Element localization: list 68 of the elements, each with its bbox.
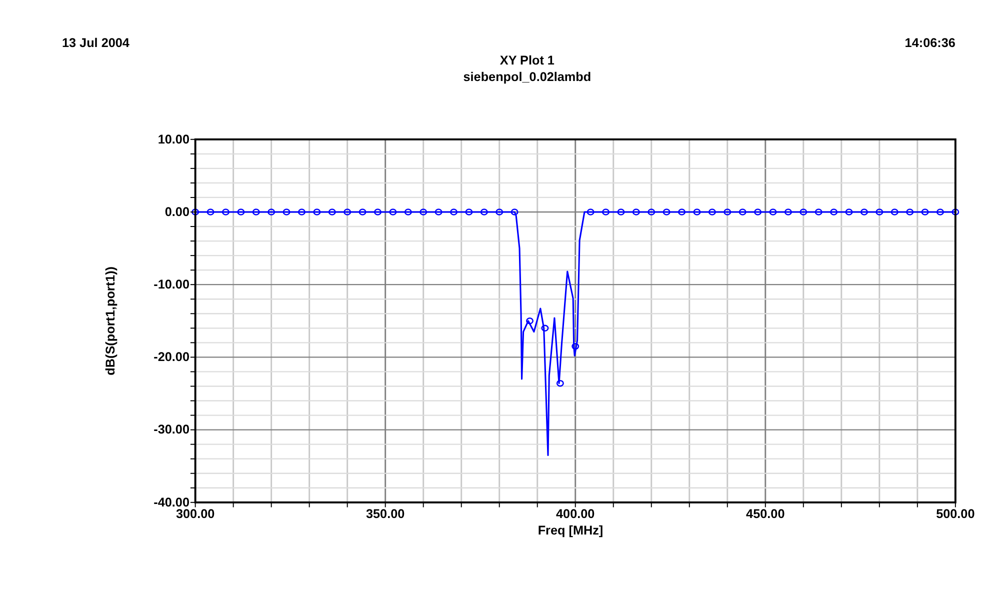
point <box>434 208 442 216</box>
chart-title: XY Plot 1 <box>500 53 554 68</box>
point <box>906 208 914 216</box>
point <box>420 208 428 216</box>
point <box>708 208 716 216</box>
point <box>876 208 884 216</box>
point <box>602 208 610 216</box>
point <box>222 208 230 216</box>
point <box>784 208 792 216</box>
point <box>192 208 200 216</box>
point <box>358 208 366 216</box>
point <box>374 208 382 216</box>
point <box>724 208 732 216</box>
point <box>890 208 898 216</box>
point <box>268 208 276 216</box>
point <box>754 208 762 216</box>
point <box>830 208 838 216</box>
y-tick-label: -30.00 <box>154 422 190 437</box>
point <box>648 208 656 216</box>
x-tick-label: 300.00 <box>176 506 215 521</box>
y-tick-label: -20.00 <box>154 350 190 364</box>
y-tick-label: 0.00 <box>164 204 190 219</box>
point <box>800 208 808 216</box>
point <box>313 208 321 216</box>
point <box>556 380 564 387</box>
point <box>936 208 944 216</box>
y-tick-label: -40.00 <box>154 495 190 510</box>
point <box>572 342 580 350</box>
point <box>404 208 412 216</box>
y-axis-title: dB(S(port1,port1)) <box>104 266 118 376</box>
point <box>298 208 306 216</box>
point <box>526 318 534 324</box>
point <box>389 208 397 216</box>
point <box>814 208 822 216</box>
y-tick-label: 10.00 <box>158 132 190 146</box>
x-tick-label: 450.00 <box>746 506 785 521</box>
point <box>541 324 549 332</box>
point <box>586 208 594 216</box>
point <box>252 208 260 216</box>
point <box>465 208 473 216</box>
point <box>450 208 458 216</box>
point <box>769 208 777 216</box>
x-tick-label: 400.00 <box>556 506 595 521</box>
point <box>632 208 640 216</box>
x-tick-label: 500.00 <box>936 506 975 521</box>
point <box>510 208 518 216</box>
point <box>237 208 245 216</box>
x-axis-title: Freq [MHz] <box>538 524 604 538</box>
x-tick-label: 350.00 <box>366 506 405 521</box>
point <box>952 208 960 216</box>
point <box>496 208 504 216</box>
point <box>617 208 625 216</box>
point <box>860 208 868 216</box>
point <box>921 208 929 216</box>
point <box>206 208 214 216</box>
point <box>328 208 336 216</box>
text: 14:06:36 <box>904 36 956 50</box>
y-tick-label: -10.00 <box>154 277 190 292</box>
point <box>845 208 853 216</box>
point <box>344 208 352 216</box>
point <box>738 208 746 216</box>
point <box>678 208 686 216</box>
point <box>693 208 701 216</box>
chart-subtitle: siebenpol_0.02lambd <box>463 70 592 84</box>
point <box>282 208 290 216</box>
text: 13 Jul 2004 <box>62 36 130 50</box>
point <box>662 208 670 216</box>
point <box>480 208 488 216</box>
